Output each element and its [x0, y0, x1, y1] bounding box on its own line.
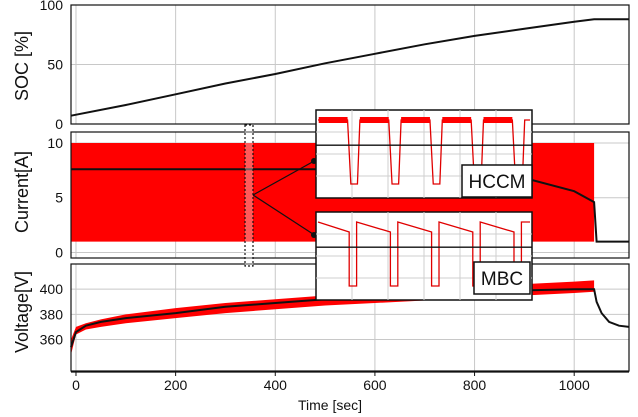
- current-ytick-label: 10: [47, 135, 63, 151]
- soc-panel: 0 50 100 SOC [%]: [12, 0, 630, 132]
- x-tick-label: 200: [164, 377, 188, 393]
- sample-window-box: [244, 124, 254, 267]
- mbc-leader-line: [252, 194, 317, 237]
- voltage-ytick-label: 380: [40, 306, 64, 322]
- x-tick-label: 1000: [559, 377, 590, 393]
- hccm-inset-pulse-top: [318, 117, 348, 123]
- x-axis-label: Time [sec]: [298, 397, 362, 413]
- mbc-label: MBC: [481, 269, 523, 290]
- current-ytick-label: 0: [55, 245, 63, 261]
- soc-ytick-label: 100: [40, 0, 64, 13]
- x-tick-label: 0: [72, 377, 80, 393]
- voltage-ytick-label: 360: [40, 332, 64, 348]
- soc-line: [70, 18, 629, 117]
- hccm-inset-waveform: [318, 119, 530, 185]
- soc-ytick-label: 50: [47, 57, 63, 73]
- x-tick-label: 400: [264, 377, 288, 393]
- voltage-ytick-label: 400: [40, 281, 64, 297]
- mbc-inset-waveform: [317, 221, 530, 287]
- hccm-label-box: [461, 164, 533, 198]
- soc-ytick-label: 0: [55, 116, 63, 132]
- x-axis: 0 200 400 600 800 1000: [71, 371, 629, 393]
- hccm-leader-line: [252, 159, 317, 196]
- soc-ylabel: SOC [%]: [12, 31, 32, 101]
- hccm-inset-pulse-top: [442, 117, 472, 123]
- hccm-inset-pulse-top: [401, 117, 430, 123]
- mbc-label-box: [473, 261, 531, 295]
- hccm-inset-pulse-top: [359, 117, 389, 123]
- current-ylabel: Current[A]: [12, 151, 32, 233]
- hccm-label: HCCM: [469, 172, 526, 193]
- voltage-ylabel: Voltage[V]: [12, 271, 32, 353]
- x-tick-label: 600: [363, 377, 387, 393]
- hccm-inset-pulse-top: [483, 117, 513, 123]
- current-ytick-label: 5: [55, 190, 63, 206]
- x-tick-label: 800: [463, 377, 487, 393]
